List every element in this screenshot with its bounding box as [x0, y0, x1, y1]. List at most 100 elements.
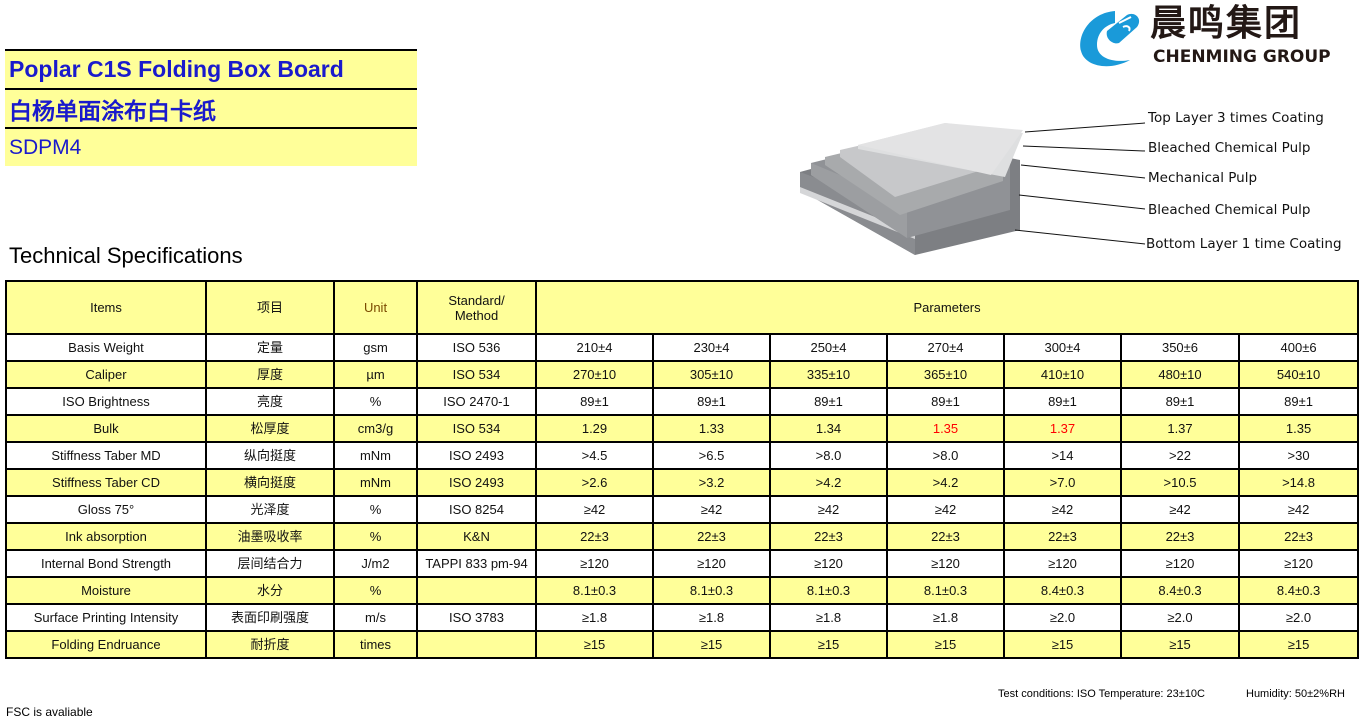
row-value: ≥120 [1237, 549, 1360, 578]
row-value: 250±4 [769, 333, 888, 362]
row-value: ≥120 [886, 549, 1005, 578]
layer-label-top-coating: Top Layer 3 times Coating [1148, 110, 1324, 126]
row-unit: mNm [333, 468, 418, 497]
row-value: 305±10 [652, 360, 771, 389]
row-value: ≥42 [1120, 495, 1240, 524]
layer-label-bottom-coating: Bottom Layer 1 time Coating [1146, 236, 1342, 252]
row-item: Folding Endruance [5, 630, 207, 659]
row-value: ≥1.8 [535, 603, 654, 632]
row-unit: % [333, 522, 418, 551]
row-item: Stiffness Taber MD [5, 441, 207, 470]
row-unit: % [333, 576, 418, 605]
row-value: 8.1±0.3 [652, 576, 771, 605]
table-row: Moisture 水分% 8.1±0.3 8.1±0.3 8.1±0.3 8.1±0.3 8… [5, 576, 1360, 605]
row-value: >3.2 [652, 468, 771, 497]
row-standard: TAPPI 833 pm-94 [416, 549, 537, 578]
row-value: 8.1±0.3 [886, 576, 1005, 605]
row-item-cn: 纵向挺度 [205, 441, 335, 470]
table-row: Bulk 松厚度 cm3/g ISO 534 1.29 1.33 1.34 1.35 1.37 1… [5, 414, 1360, 443]
row-item-cn: 表面印刷强度 [205, 603, 335, 632]
row-value: ≥42 [886, 495, 1005, 524]
row-value: ≥42 [1003, 495, 1122, 524]
row-value: 400±6 [1237, 333, 1360, 362]
row-value: 89±1 [769, 387, 888, 416]
header-unit: Unit [333, 280, 418, 335]
row-value: 210±4 [535, 333, 654, 362]
row-value: ≥15 [652, 630, 771, 659]
row-value: >6.5 [652, 441, 771, 470]
table-row: Caliper 厚度 µm ISO 534 270±10 305±10 335±10 365±… [5, 360, 1360, 389]
table-row: Basis Weight 定量 gsm ISO 536 210±4 230±4 250±4 2… [5, 333, 1360, 362]
table-row: ISO Brightness 亮度% ISO 2470-1 89±1 89±1 89±1 8… [5, 387, 1360, 416]
row-value: 270±10 [535, 360, 654, 389]
row-value: 480±10 [1120, 360, 1240, 389]
row-value: >22 [1120, 441, 1240, 470]
row-value: ≥2.0 [1003, 603, 1122, 632]
row-value: 1.34 [769, 414, 888, 443]
fsc-note: FSC is avaliable [6, 705, 93, 719]
row-standard: K&N [416, 522, 537, 551]
row-value: 1.29 [535, 414, 654, 443]
row-value: ≥15 [535, 630, 654, 659]
row-value: >2.6 [535, 468, 654, 497]
row-unit: µm [333, 360, 418, 389]
row-unit: gsm [333, 333, 418, 362]
layer-structure-diagram [800, 122, 1146, 255]
row-unit: % [333, 495, 418, 524]
row-value: 1.37 [1120, 414, 1240, 443]
row-unit: cm3/g [333, 414, 418, 443]
row-standard: ISO 2493 [416, 441, 537, 470]
row-value: 1.37 [1003, 414, 1122, 443]
row-item-cn: 层间结合力 [205, 549, 335, 578]
row-standard [416, 630, 537, 659]
row-item-cn: 水分 [205, 576, 335, 605]
row-value: ≥120 [769, 549, 888, 578]
row-value: 230±4 [652, 333, 771, 362]
row-item-cn: 松厚度 [205, 414, 335, 443]
row-value: 22±3 [1237, 522, 1360, 551]
header-items-cn: 项目 [205, 280, 335, 335]
row-item-cn: 油墨吸收率 [205, 522, 335, 551]
row-value: ≥1.8 [886, 603, 1005, 632]
row-item-cn: 耐折度 [205, 630, 335, 659]
table-row: Internal Bond Strength 层间结合力 J/m2 TAPPI 833… [5, 549, 1360, 578]
product-title-en: Poplar C1S Folding Box Board [5, 49, 417, 88]
row-item: Caliper [5, 360, 207, 389]
row-standard: ISO 536 [416, 333, 537, 362]
layer-label-bleached-pulp-1: Bleached Chemical Pulp [1148, 140, 1311, 156]
row-value: ≥15 [1003, 630, 1122, 659]
row-unit: % [333, 387, 418, 416]
logo-text-cn: 晨鸣集团 [1150, 3, 1303, 44]
row-item-cn: 亮度 [205, 387, 335, 416]
header-parameters: Parameters [534, 280, 1360, 335]
row-value: 89±1 [1120, 387, 1240, 416]
row-value: 1.33 [652, 414, 771, 443]
row-value: >8.0 [886, 441, 1005, 470]
row-value: >7.0 [1003, 468, 1122, 497]
product-title-block: Poplar C1S Folding Box Board 白杨单面涂布白卡纸 S… [5, 49, 417, 166]
product-title-cn: 白杨单面涂布白卡纸 [5, 88, 417, 127]
row-standard: ISO 8254 [416, 495, 537, 524]
row-standard [416, 576, 537, 605]
row-value: >14 [1003, 441, 1122, 470]
header-standard: Standard/Method [416, 280, 537, 335]
chenming-logo-icon [1080, 11, 1140, 67]
spec-table: Items 项目 Unit Standard/Method Parameters… [5, 280, 1360, 659]
row-value: ≥42 [652, 495, 771, 524]
section-title: Technical Specifications [9, 243, 243, 268]
row-value: ≥2.0 [1120, 603, 1240, 632]
row-value: ≥42 [1237, 495, 1360, 524]
row-value: 270±4 [886, 333, 1005, 362]
row-value: 22±3 [1003, 522, 1122, 551]
row-value: ≥1.8 [652, 603, 771, 632]
row-item: Ink absorption [5, 522, 207, 551]
row-value: 365±10 [886, 360, 1005, 389]
header-items: Items [5, 280, 207, 335]
table-row: Stiffness Taber MD 纵向挺度 mNm ISO 2493 >4.5 >6.… [5, 441, 1360, 470]
row-value: ≥120 [1003, 549, 1122, 578]
row-standard: ISO 534 [416, 414, 537, 443]
row-item: Surface Printing Intensity [5, 603, 207, 632]
row-value: 89±1 [652, 387, 771, 416]
row-standard: ISO 534 [416, 360, 537, 389]
row-value: 8.1±0.3 [535, 576, 654, 605]
